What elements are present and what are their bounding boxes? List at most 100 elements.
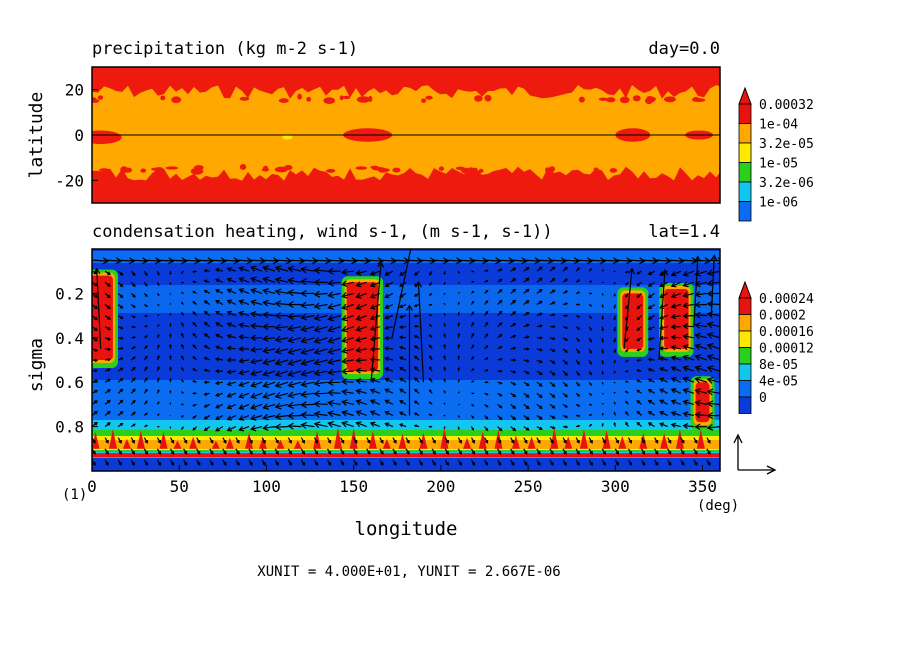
wind-arrow-head bbox=[443, 378, 446, 381]
wind-arrow-head bbox=[414, 272, 418, 276]
wind-arrow bbox=[707, 333, 720, 339]
wind-arrow-head bbox=[538, 266, 543, 271]
wind-arrow-head bbox=[181, 427, 184, 430]
wind-arrow bbox=[301, 280, 315, 283]
bottom-xtick-label: 0 bbox=[87, 477, 97, 496]
wind-arrow bbox=[695, 334, 708, 339]
wind-arrow-head bbox=[288, 451, 292, 455]
wind-arrow-head bbox=[457, 378, 460, 382]
wind-arrow-head bbox=[484, 451, 489, 455]
wind-arrow-head bbox=[628, 439, 633, 444]
wind-arrow-head bbox=[485, 300, 489, 304]
wind-arrow-head bbox=[250, 392, 257, 399]
wind-arrow-head bbox=[659, 399, 665, 405]
wind-arrow-head bbox=[552, 337, 556, 341]
wind-arrow-head bbox=[525, 288, 530, 293]
wind-arrow-head bbox=[647, 347, 652, 352]
wind-arrow bbox=[314, 315, 328, 320]
wind-arrow-head bbox=[442, 257, 450, 265]
wind-arrow-head bbox=[132, 356, 136, 360]
wind-arrow-head bbox=[238, 277, 245, 283]
top-speckle bbox=[548, 166, 556, 172]
wind-arrow-head bbox=[636, 389, 640, 393]
wind-arrow-head bbox=[384, 388, 390, 394]
wind-arrow bbox=[385, 357, 394, 361]
wind-arrow-head bbox=[94, 368, 99, 373]
wind-arrow-head bbox=[694, 354, 702, 361]
wind-arrow-head bbox=[647, 271, 652, 276]
wind-arrow bbox=[356, 303, 367, 310]
wind-arrow-head bbox=[652, 257, 659, 265]
wind-arrow bbox=[576, 259, 593, 262]
wind-arrow-head bbox=[380, 439, 384, 444]
wind-arrow-head bbox=[484, 439, 489, 444]
wind-arrow-head bbox=[144, 388, 148, 392]
wind-arrow bbox=[263, 348, 276, 352]
wind-arrow-head bbox=[327, 303, 335, 310]
wind-arrow-head bbox=[710, 254, 718, 262]
wind-arrow bbox=[667, 259, 684, 262]
top-speckle bbox=[239, 164, 247, 170]
wind-arrow-head bbox=[107, 357, 112, 362]
wind-arrow-head bbox=[552, 301, 556, 305]
wind-arrow-head bbox=[250, 276, 257, 283]
wind-arrow bbox=[251, 312, 263, 317]
wind-arrow-head bbox=[414, 377, 418, 381]
wind-arrow-head bbox=[192, 280, 196, 284]
wind-arrow-head bbox=[636, 327, 640, 331]
wind-arrow-head bbox=[94, 358, 99, 363]
wind-arrow bbox=[328, 303, 341, 309]
wind-arrow-head bbox=[93, 305, 98, 310]
wind-arrow-head bbox=[327, 267, 334, 275]
wind-arrow-head bbox=[539, 348, 543, 352]
top-speckle bbox=[593, 167, 599, 172]
wind-arrow-head bbox=[613, 294, 616, 297]
wind-arrow bbox=[314, 326, 328, 332]
wind-arrow bbox=[385, 303, 394, 309]
wind-arrow bbox=[695, 292, 707, 296]
bottom-column-1 bbox=[346, 282, 379, 372]
wind-arrow bbox=[683, 377, 695, 383]
wind-arrow-head bbox=[551, 360, 556, 364]
wind-arrow-head bbox=[564, 278, 568, 282]
wind-arrow-head bbox=[601, 350, 605, 354]
top-ylabel: latitude bbox=[26, 92, 47, 179]
wind-arrow bbox=[263, 313, 276, 317]
wind-arrow bbox=[342, 270, 354, 274]
wind-arrow bbox=[342, 380, 354, 383]
wind-arrow-head bbox=[576, 372, 580, 376]
wind-arrow-head bbox=[577, 338, 581, 342]
wind-arrow-head bbox=[157, 425, 160, 428]
wind-arrow-head bbox=[670, 422, 677, 428]
wind-arrow bbox=[342, 390, 354, 394]
wind-arrow bbox=[96, 268, 102, 349]
wind-arrow-head bbox=[589, 328, 592, 331]
wind-arrow-head bbox=[615, 439, 619, 444]
top-ytick-label: 0 bbox=[74, 126, 84, 145]
colorbar-label-5: 1e-06 bbox=[759, 196, 798, 211]
wind-arrow bbox=[695, 401, 708, 405]
wind-arrow bbox=[314, 259, 331, 262]
wind-arrow-head bbox=[145, 345, 148, 348]
wind-arrow bbox=[314, 303, 328, 308]
wind-arrow-head bbox=[141, 257, 149, 265]
wind-arrow-head bbox=[238, 392, 245, 399]
wind-arrow-head bbox=[512, 405, 517, 409]
wind-arrow-head bbox=[398, 325, 403, 329]
bottom-mid-layer bbox=[92, 285, 720, 313]
bottom-spike bbox=[550, 427, 559, 449]
wind-arrow-head bbox=[589, 268, 592, 271]
bottom-spike bbox=[579, 429, 588, 449]
wind-arrow-head bbox=[694, 365, 702, 372]
wind-arrow-head bbox=[670, 334, 676, 340]
wind-arrow bbox=[356, 400, 367, 405]
wind-arrow-head bbox=[287, 359, 295, 366]
bottom-xtick-label: 150 bbox=[339, 477, 368, 496]
wind-arrow-head bbox=[399, 304, 404, 309]
wind-arrow-head bbox=[262, 439, 266, 444]
wind-arrow bbox=[671, 281, 681, 287]
wind-arrow-head bbox=[667, 439, 672, 444]
wind-arrow-head bbox=[181, 366, 184, 370]
top-speckle bbox=[606, 97, 616, 103]
